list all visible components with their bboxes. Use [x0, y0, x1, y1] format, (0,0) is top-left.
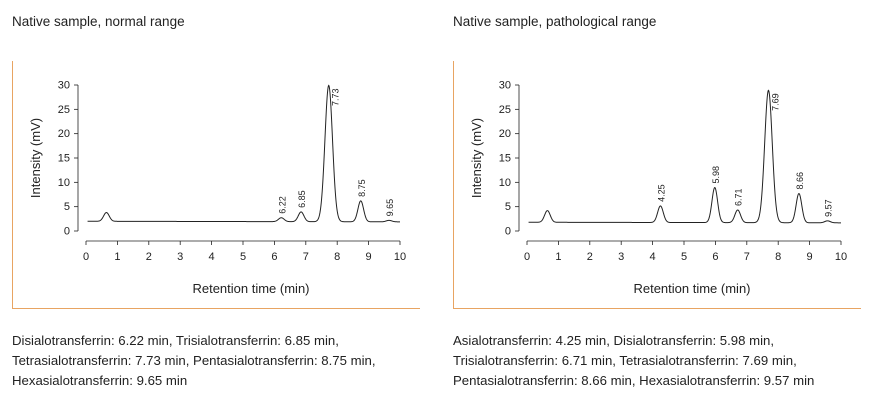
peak-label: 4.25	[656, 184, 666, 202]
y-tick-label: 30	[58, 80, 70, 92]
y-tick-label: 15	[58, 153, 70, 165]
chromatogram-trace	[528, 89, 841, 224]
peak-label: 9.57	[824, 199, 834, 217]
x-tick-label: 6	[271, 251, 277, 263]
peak-label: 9.65	[385, 199, 395, 217]
panel-frame-left-pathological	[453, 61, 454, 309]
caption-line: Asialotransferrin: 4.25 min, Disialotran…	[453, 333, 775, 348]
caption-line: Tetrasialotransferrin: 7.73 min, Pentasi…	[12, 353, 376, 368]
y-tick-label: 20	[58, 128, 70, 140]
x-tick-label: 0	[524, 251, 530, 263]
panel-frame-left-normal	[12, 61, 13, 309]
x-tick-label: 10	[394, 251, 406, 263]
y-tick-label: 30	[499, 80, 511, 92]
x-tick-label: 9	[366, 251, 372, 263]
peak-label: 7.73	[331, 89, 341, 107]
caption-line: Hexasialotransferrin: 9.65 min	[12, 373, 188, 388]
panel-frame-bottom-normal	[12, 308, 420, 309]
x-tick-label: 5	[681, 251, 687, 263]
x-tick-label: 4	[209, 251, 215, 263]
peak-label: 6.85	[297, 190, 307, 208]
panel-title-pathological: Native sample, pathological range	[453, 14, 657, 29]
caption-normal: Disialotransferrin: 6.22 min, Trisialotr…	[12, 331, 376, 391]
y-tick-label: 20	[499, 128, 511, 140]
x-tick-label: 9	[807, 251, 813, 263]
panel-frame-bottom-pathological	[453, 308, 861, 309]
caption-line: Trisialotransferrin: 6.71 min, Tetrasial…	[453, 353, 797, 368]
y-tick-label: 0	[505, 226, 511, 238]
x-tick-label: 8	[775, 251, 781, 263]
chromatogram-trace	[87, 84, 400, 223]
x-tick-label: 1	[555, 251, 561, 263]
caption-pathological: Asialotransferrin: 4.25 min, Disialotran…	[453, 331, 814, 391]
x-axis-title: Retention time (min)	[633, 281, 750, 296]
x-tick-label: 1	[114, 251, 120, 263]
y-axis-title: Intensity (mV)	[28, 118, 43, 198]
peak-label: 6.71	[734, 188, 744, 206]
y-tick-label: 10	[499, 177, 511, 189]
x-tick-label: 3	[618, 251, 624, 263]
chromatogram-pathological: 0 5 10 15 20 25 30 0 1 2 3 4 5 6 7 8 9 10 Retention time (…	[469, 80, 847, 297]
x-tick-label: 2	[146, 251, 152, 263]
x-tick-label: 7	[744, 251, 750, 263]
peak-label: 7.69	[771, 93, 781, 111]
y-tick-label: 10	[58, 177, 70, 189]
x-tick-label: 4	[650, 251, 656, 263]
x-tick-label: 0	[83, 251, 89, 263]
x-tick-label: 8	[334, 251, 340, 263]
chromatogram-normal: 0 5 10 15 20 25 30 0 1 2 3 4 5 6 7 8 9 10 Retention time (…	[28, 80, 406, 297]
peak-label: 6.22	[277, 196, 287, 214]
y-tick-label: 25	[58, 104, 70, 116]
y-tick-label: 5	[64, 201, 70, 213]
x-tick-label: 10	[835, 251, 847, 263]
x-tick-label: 6	[712, 251, 718, 263]
peak-label: 8.75	[357, 179, 367, 197]
x-tick-label: 5	[240, 251, 246, 263]
x-tick-label: 2	[587, 251, 593, 263]
y-axis-title: Intensity (mV)	[469, 118, 484, 198]
y-tick-label: 15	[499, 153, 511, 165]
x-axis-title: Retention time (min)	[192, 281, 309, 296]
caption-line: Pentasialotransferrin: 8.66 min, Hexasia…	[453, 373, 815, 388]
y-tick-label: 0	[64, 226, 70, 238]
caption-line: Disialotransferrin: 6.22 min, Trisialotr…	[12, 333, 339, 348]
x-tick-label: 7	[303, 251, 309, 263]
y-tick-label: 5	[505, 201, 511, 213]
panel-title-normal: Native sample, normal range	[12, 14, 185, 29]
peak-label: 8.66	[795, 172, 805, 190]
x-tick-label: 3	[177, 251, 183, 263]
y-tick-label: 25	[499, 104, 511, 116]
peak-label: 5.98	[711, 166, 721, 184]
